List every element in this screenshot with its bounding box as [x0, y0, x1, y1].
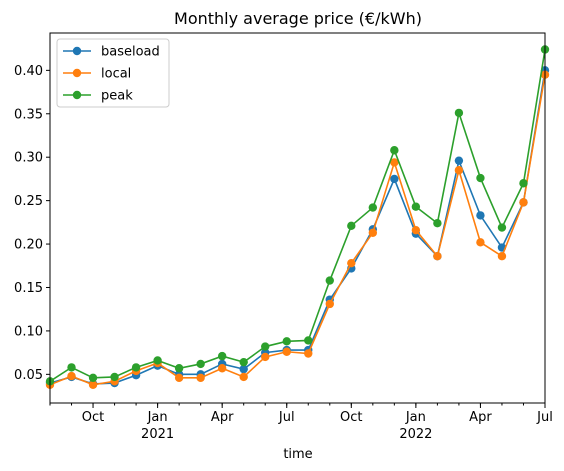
y-tick-label: 0.30: [14, 151, 43, 166]
x-tick-label: Oct: [82, 410, 104, 425]
data-point-local: [433, 252, 442, 261]
data-point-peak: [217, 351, 227, 361]
x-tick-label: Jul: [536, 410, 553, 425]
data-point-local: [476, 238, 485, 247]
data-point-peak: [433, 219, 442, 228]
data-point-peak: [282, 337, 291, 346]
data-point-peak: [454, 108, 464, 118]
data-point-peak: [368, 203, 378, 212]
y-tick-label: 0.15: [14, 281, 43, 296]
data-point-local: [196, 373, 205, 383]
y-tick-label: 0.10: [14, 324, 43, 339]
data-point-peak: [497, 223, 507, 232]
data-point-local: [497, 252, 507, 261]
data-point-peak: [67, 363, 76, 372]
data-point-peak: [196, 359, 205, 369]
y-tick-label: 0.40: [14, 64, 43, 79]
data-point-local: [454, 166, 464, 175]
x-tick-label: Jan: [405, 410, 426, 425]
data-point-peak: [261, 342, 270, 351]
plot-marks: [45, 45, 550, 389]
data-point-local: [67, 371, 76, 381]
data-point-peak: [347, 221, 356, 231]
y-tick-label: 0.35: [14, 107, 43, 122]
x-tick-label: Apr: [469, 410, 492, 425]
chart-title: Monthly average price (€/kWh): [174, 9, 422, 28]
x-tick-label: Apr: [211, 410, 234, 425]
legend-marker-baseload: [72, 46, 82, 56]
legend-box: [56, 38, 170, 108]
axes: 0.05 0.10 0.15 0.20 0.25 0.30 0.35 0.40 Oct Jan 20…: [14, 32, 553, 442]
data-point-local: [261, 352, 270, 362]
data-point-local: [88, 380, 98, 389]
data-point-local: [325, 299, 334, 309]
x-tick-label: Jul: [278, 410, 295, 425]
data-point-local: [239, 372, 248, 382]
data-point-peak: [390, 146, 399, 155]
y-tick-label: 0.20: [14, 238, 43, 253]
x-axis-label: time: [283, 447, 312, 462]
data-point-peak: [325, 276, 334, 285]
data-point-local: [390, 158, 399, 167]
data-point-local: [174, 373, 184, 383]
x-tick-year-label: 2022: [399, 427, 432, 442]
data-point-local: [411, 225, 421, 235]
legend-marker-peak: [72, 90, 82, 100]
data-point-local: [282, 347, 291, 356]
data-point-peak: [174, 364, 184, 373]
legend-marker-local: [72, 68, 82, 78]
x-tick-label: Oct: [340, 410, 362, 425]
x-tick-year-label: 2021: [141, 427, 174, 442]
data-point-local: [347, 258, 356, 268]
legend: baseload local peak: [56, 38, 170, 108]
legend-label-baseload: baseload: [101, 45, 160, 60]
data-point-peak: [110, 372, 119, 382]
series-line-local: [49, 74, 546, 386]
data-point-peak: [239, 357, 248, 367]
data-point-baseload: [476, 211, 485, 220]
x-tick-label: Jan: [147, 410, 168, 425]
data-point-local: [519, 198, 528, 207]
data-point-baseload: [390, 174, 399, 184]
data-point-baseload: [239, 364, 248, 374]
legend-label-peak: peak: [101, 89, 133, 104]
data-point-peak: [476, 173, 485, 183]
data-point-peak: [131, 363, 141, 372]
data-point-peak: [153, 356, 162, 365]
y-tick-label: 0.05: [14, 368, 43, 383]
legend-label-local: local: [101, 67, 131, 82]
data-point-baseload: [454, 156, 464, 165]
data-point-local: [368, 228, 378, 237]
data-point-peak: [88, 373, 98, 383]
y-tick-label: 0.25: [14, 194, 43, 209]
data-point-local: [217, 364, 227, 373]
series-line-baseload: [49, 70, 546, 385]
data-point-peak: [411, 202, 421, 211]
data-point-peak: [519, 179, 528, 188]
data-point-local: [304, 349, 313, 358]
plot-frame: [49, 32, 546, 404]
data-point-peak: [304, 336, 313, 345]
